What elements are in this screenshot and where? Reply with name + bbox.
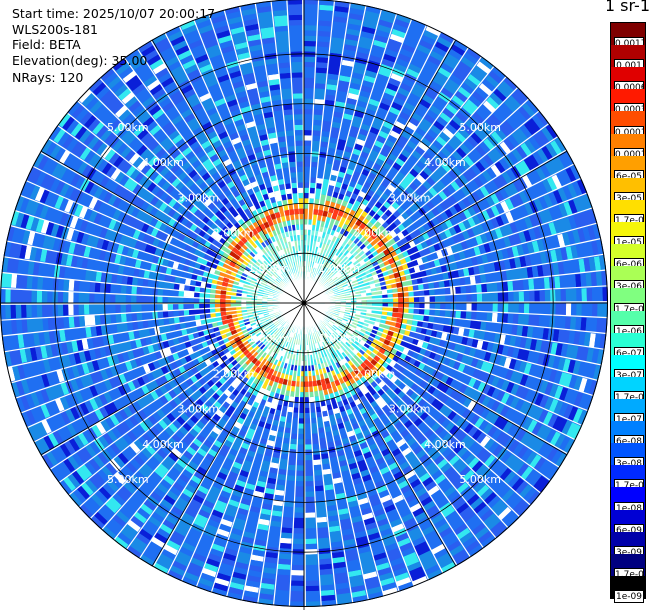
range-ring-label: 3.00km	[177, 191, 219, 204]
range-ring-label: 4.00km	[142, 438, 184, 451]
range-ring-label: 2.00km	[213, 227, 255, 240]
radial-grid-line	[151, 302, 305, 567]
range-ring-label: 3.00km	[389, 191, 431, 204]
gate-cells	[209, 194, 414, 402]
range-ring-label: 3.00km	[389, 403, 431, 416]
range-ring-label: 4.00km	[424, 438, 466, 451]
radial-grid-line	[303, 39, 457, 304]
colorbar-title: m-1 sr-1	[607, 0, 650, 15]
beta-field	[0, 0, 608, 608]
range-ring-label: 5.00km	[459, 473, 501, 486]
range-ring-label: 5.00km	[459, 121, 501, 134]
range-ring-label: 1.00km	[318, 332, 360, 345]
radial-grid-line	[40, 302, 305, 456]
ppi-plot: 1.00km 1.00km 1.00km 1.00km 2.00km 2.00km 2.00…	[0, 0, 608, 610]
radial-grid-line	[40, 150, 305, 304]
range-ring-label: 2.00km	[354, 227, 396, 240]
ray-separators	[0, 0, 608, 607]
gate-cells	[0, 4, 601, 598]
range-ring-label: 5.00km	[107, 473, 149, 486]
range-ring-label: 1.00km	[318, 262, 360, 275]
range-ring-label: 1.00km	[248, 262, 290, 275]
radial-grid-line	[303, 150, 568, 304]
colorbar-tick-label: 1e-09	[614, 590, 644, 603]
range-ring-label: 5.00km	[107, 121, 149, 134]
lidar-position-marker	[301, 300, 307, 306]
nrays-label: NRays: 120	[12, 70, 84, 85]
range-ring-label: 4.00km	[142, 156, 184, 169]
gate-cells	[6, 0, 608, 604]
gate-cells	[241, 226, 383, 371]
gate-cells	[0, 0, 605, 607]
radial-grid-line	[303, 302, 457, 567]
range-ring-label: 2.00km	[213, 367, 255, 380]
start-time-label: Start time: 2025/10/07 20:00:17	[12, 6, 216, 21]
elevation-label: Elevation(deg): 35.00	[12, 53, 148, 68]
device-label: WLS200s-181	[12, 22, 98, 37]
range-ring-label: 3.00km	[177, 403, 219, 416]
range-ring-label: 2.00km	[354, 367, 396, 380]
radial-grid-line	[151, 39, 305, 304]
field-label: Field: BETA	[12, 37, 81, 52]
radial-grid-line	[303, 302, 568, 456]
colorbar-title-text: m-1 sr-1	[607, 0, 650, 15]
range-ring-label: 1.00km	[248, 332, 290, 345]
gate-cells	[10, 0, 608, 602]
range-ring-label: 4.00km	[424, 156, 466, 169]
colorbar: 0.00170.0010.00060.00030.000170.00016e-0…	[610, 22, 646, 603]
